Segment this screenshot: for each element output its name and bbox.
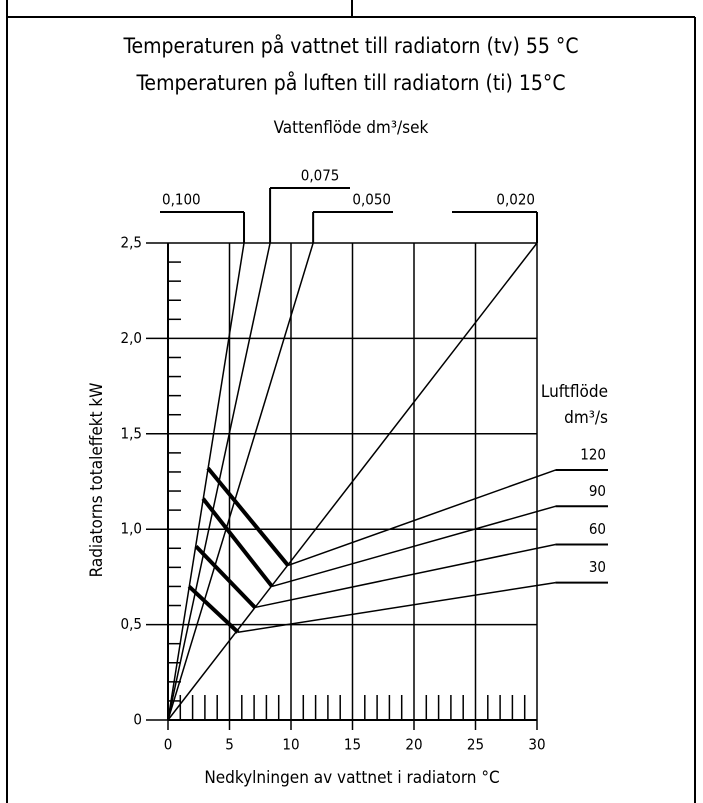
y-tick-label: 2,0 — [121, 329, 142, 347]
air-flow-thick — [206, 466, 290, 567]
y-tick-label: 0 — [133, 711, 142, 729]
x-tick-label: 25 — [467, 736, 484, 754]
air-flow-line — [287, 469, 556, 567]
x-tick-label: 20 — [405, 736, 422, 754]
label-bracket — [312, 211, 393, 243]
air-flow-line — [271, 505, 556, 588]
air-flow-line — [237, 581, 556, 633]
legend-label: 60 — [589, 520, 606, 538]
y-tick-label: 2,5 — [121, 234, 142, 252]
legend-label: 90 — [589, 482, 606, 500]
air-flow-title: dm³/s — [564, 408, 608, 428]
legend-label: 0,100 — [162, 191, 201, 209]
frame — [6, 0, 696, 803]
air-flow-thick — [187, 584, 240, 634]
water-flow-line — [167, 242, 314, 721]
y-axis-label: Radiatorns totaleffekt kW — [87, 383, 107, 578]
x-tick-label: 0 — [164, 736, 173, 754]
chart-subtitle: Temperaturen på luften till radiatorn (t… — [135, 70, 565, 95]
water-flow-title: Vattenflöde dm³/sek — [274, 118, 429, 138]
label-bracket — [269, 187, 350, 243]
legend-label: 30 — [589, 558, 606, 576]
x-tick-label: 5 — [225, 736, 234, 754]
x-tick-label: 10 — [282, 736, 299, 754]
water-flow-line — [167, 242, 245, 721]
air-flow-line — [254, 543, 556, 609]
air-flow-thick — [201, 497, 274, 588]
x-tick-label: 15 — [344, 736, 361, 754]
y-tick-label: 0,5 — [121, 615, 142, 633]
x-tick-label: 30 — [528, 736, 545, 754]
air-flow-title: Luftflöde — [541, 382, 608, 402]
legend-label: 120 — [580, 446, 606, 464]
legend-label: 0,020 — [496, 191, 535, 209]
air-flow-thick — [194, 544, 257, 609]
y-tick-label: 1,0 — [121, 520, 142, 538]
chart-title: Temperaturen på vattnet till radiatorn (… — [122, 33, 578, 58]
x-axis-label: Nedkylningen av vattnet i radiatorn °C — [204, 768, 499, 788]
y-tick-label: 1,5 — [121, 424, 142, 442]
water-flow-line — [167, 242, 538, 721]
legend-label: 0,050 — [352, 191, 391, 209]
label-bracket — [452, 211, 538, 243]
label-bracket — [160, 211, 246, 243]
legend-label: 0,075 — [301, 167, 340, 185]
